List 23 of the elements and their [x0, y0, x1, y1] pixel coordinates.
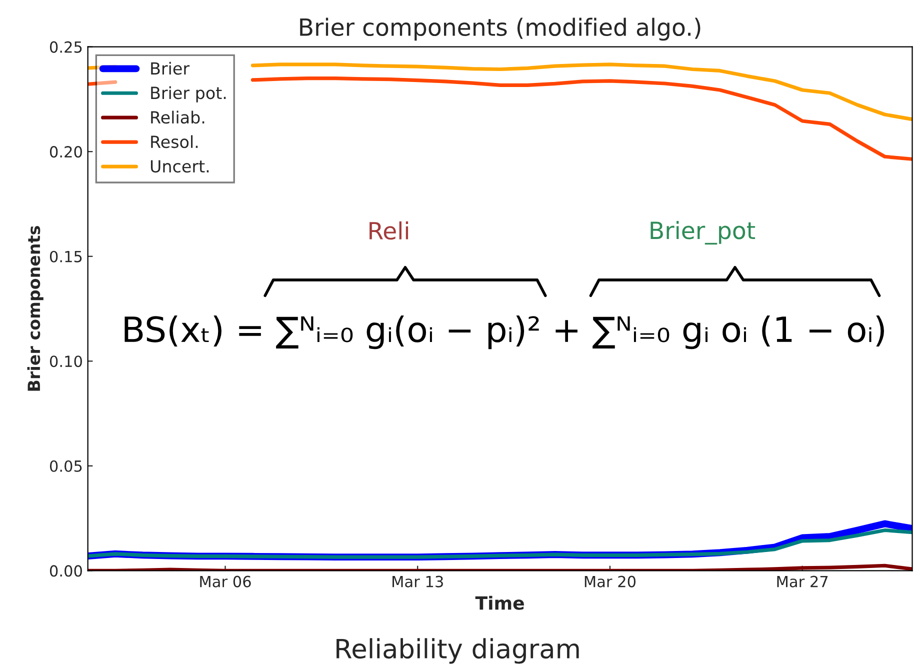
x-tick-label: Mar 13 [392, 576, 443, 588]
y-tick-label: 0.05 [50, 460, 82, 472]
y-tick-label: 0.25 [50, 41, 82, 53]
y-tick-label: 0.10 [50, 356, 82, 368]
y-tick-label: 0.15 [50, 250, 82, 262]
legend-label: Brier pot. [151, 86, 226, 102]
annotation: BS(xₜ) = ∑ᴺᵢ₌₀ gᵢ(oᵢ − pᵢ)² + ∑ᴺᵢ₌₀ gᵢ oᵢ (1 − oᵢ) [124, 316, 884, 350]
annotation: Brier_pot [650, 221, 756, 245]
legend-label: Uncert. [150, 160, 209, 173]
y-tick-label: 0.00 [50, 565, 82, 577]
x-tick-label: Mar 06 [200, 576, 251, 588]
x-axis-title: Time [475, 596, 524, 610]
y-axis-title: Brier components [27, 226, 44, 391]
y-tick-label: 0.20 [50, 146, 82, 158]
x-tick-label: Mar 27 [777, 576, 828, 588]
annotation: Reli [370, 221, 408, 240]
legend-label: Reliab. [151, 110, 204, 124]
legend-label: Brier [151, 62, 190, 75]
legend-label: Resol. [151, 135, 198, 148]
x-tick-label: Mar 20 [584, 576, 636, 588]
line-series [88, 528, 912, 559]
text: Reliability diagram [336, 638, 579, 664]
chart-title: Brier components (modified algo.) [300, 18, 700, 41]
